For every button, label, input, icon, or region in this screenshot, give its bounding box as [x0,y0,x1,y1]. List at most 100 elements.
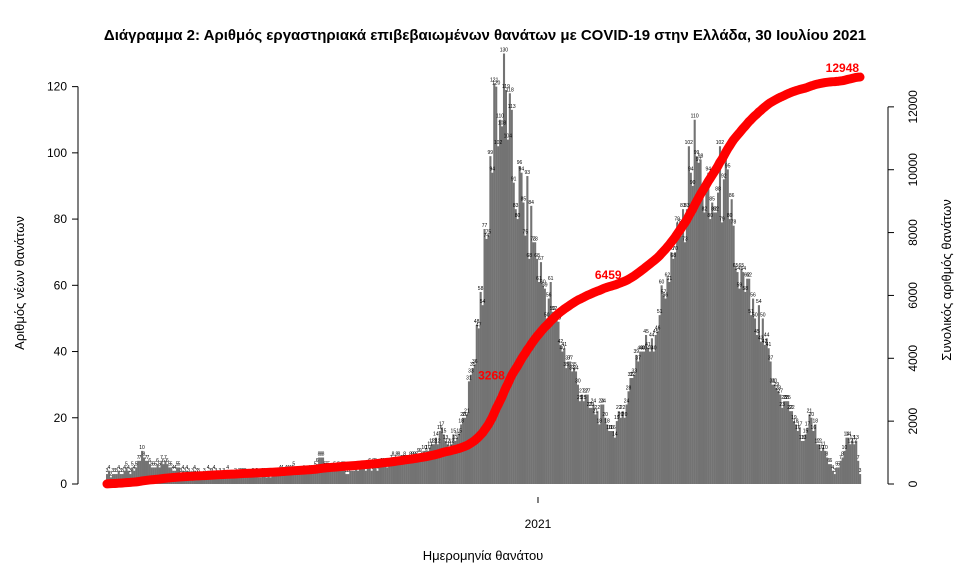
daily-bar-label: 22 [789,405,795,411]
daily-bar [125,467,128,484]
daily-bar [146,460,149,484]
daily-bar [750,315,753,484]
daily-bar-label: 5 [125,461,128,467]
daily-bar [648,351,651,484]
daily-bar [541,285,544,484]
daily-bar-label: 73 [532,236,538,242]
daily-bar [783,401,786,484]
daily-bar-label: 5 [154,461,157,467]
daily-bar [300,474,303,484]
daily-bar [703,212,706,484]
daily-bar [425,454,428,484]
daily-bar-label: 10 [822,445,828,451]
daily-bar [224,477,227,484]
daily-bar [600,404,603,484]
daily-bar [790,411,794,484]
daily-bar-label: 65 [733,263,739,269]
daily-bar-label: 11 [447,442,452,448]
daily-bar [471,368,474,484]
daily-bar-label: 35 [563,362,569,368]
daily-bar [434,437,437,484]
daily-bar [666,278,669,484]
daily-bar [432,444,436,484]
daily-bar-label: 8 [841,452,844,458]
daily-bar-label: 130 [500,48,509,54]
daily-bar [734,268,737,484]
daily-bar-label: 94 [705,167,711,173]
daily-bar-label: 60 [540,279,546,285]
daily-bar [792,421,795,484]
daily-bar [380,464,383,484]
cumulative-label: 3268 [478,368,505,382]
daily-bar-label: 13 [853,435,859,441]
daily-bar [409,457,412,484]
daily-bar [596,411,599,484]
daily-bar [674,252,677,484]
daily-bar [699,159,702,485]
daily-bar-label: 13 [799,435,805,441]
daily-bar [288,470,292,484]
daily-bar [629,378,632,484]
daily-bar [238,474,241,484]
y-tick-label: 0 [60,477,67,491]
daily-bar [485,238,488,484]
daily-bar [349,470,352,484]
daily-bar-label: 61 [548,276,554,282]
daily-bar [752,298,755,484]
daily-bar [847,437,850,484]
daily-bar-label: 14 [846,432,852,438]
daily-bar [390,460,393,484]
daily-bar [773,384,776,484]
daily-bar [355,467,358,484]
daily-bar [720,222,723,484]
daily-bar [242,474,245,484]
daily-bar-label: 5 [158,461,161,467]
daily-bar-label: 32 [628,372,634,378]
daily-bar-label: 12 [431,438,437,444]
daily-bar [635,354,638,484]
daily-bar-label: 78 [731,220,737,226]
daily-bar-label: 17 [805,422,811,428]
daily-bar [738,288,741,484]
daily-bar-label: 64 [740,266,746,272]
daily-bar-label: 5 [135,461,138,467]
y-tick-label: 60 [54,278,68,292]
daily-bar [137,460,140,484]
daily-bar-label: 20 [602,412,608,418]
daily-bar-label: 8 [318,452,321,458]
daily-bar-label: 102 [685,140,694,146]
daily-bar [855,440,858,484]
daily-bar [133,470,136,484]
daily-bar-label: 8 [397,452,400,458]
daily-bar-label: 56 [750,293,756,299]
daily-bar-label: 12 [851,438,857,444]
daily-bar [771,384,774,484]
daily-bar [746,278,749,484]
daily-bar-label: 25 [785,395,791,401]
daily-bar-label: 4 [831,465,834,471]
daily-bar [456,437,459,484]
daily-bar [510,109,513,485]
daily-bar [728,219,731,484]
daily-bar [841,457,844,484]
daily-bar-label: 64 [735,266,741,272]
daily-bar-label: 45 [754,329,760,335]
daily-bar-label: 8 [392,452,395,458]
daily-bar-label: 23 [587,402,593,408]
daily-bar-label: 62 [746,273,752,279]
daily-bar [491,172,494,484]
daily-bar-label: 75 [523,230,529,236]
daily-bar [857,460,860,484]
daily-bar [592,404,595,484]
daily-bar-label: 44 [764,332,770,338]
daily-bar-label: 3 [833,468,836,474]
daily-bar [763,344,766,484]
daily-bar [358,467,362,484]
daily-bar-label: 59 [542,283,548,289]
daily-bar-label: 86 [729,193,735,199]
daily-bar-label: 4 [172,465,175,471]
daily-bar-label: 35 [470,362,476,368]
daily-bar [475,325,478,484]
daily-bar-label: 88 [715,187,721,193]
daily-bar [444,440,447,484]
